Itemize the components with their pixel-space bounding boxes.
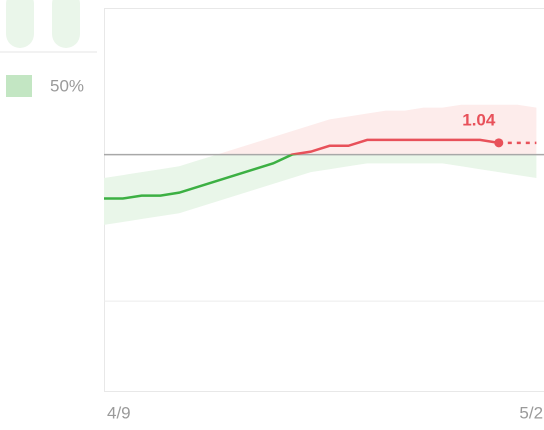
legend-swatch (6, 75, 32, 97)
band-above (216, 104, 537, 155)
x-tick-label: 4/9 (107, 403, 131, 422)
value-label: 1.04 (462, 110, 496, 129)
line-above (289, 138, 499, 155)
x-tick-label: 5/2 (519, 403, 543, 422)
last-point (494, 138, 504, 148)
legend-label: 50% (50, 76, 84, 95)
legend-swatch-bar (6, 0, 34, 48)
legend-swatch-bar (52, 0, 80, 48)
line-below (104, 154, 301, 200)
band-below (104, 154, 537, 225)
